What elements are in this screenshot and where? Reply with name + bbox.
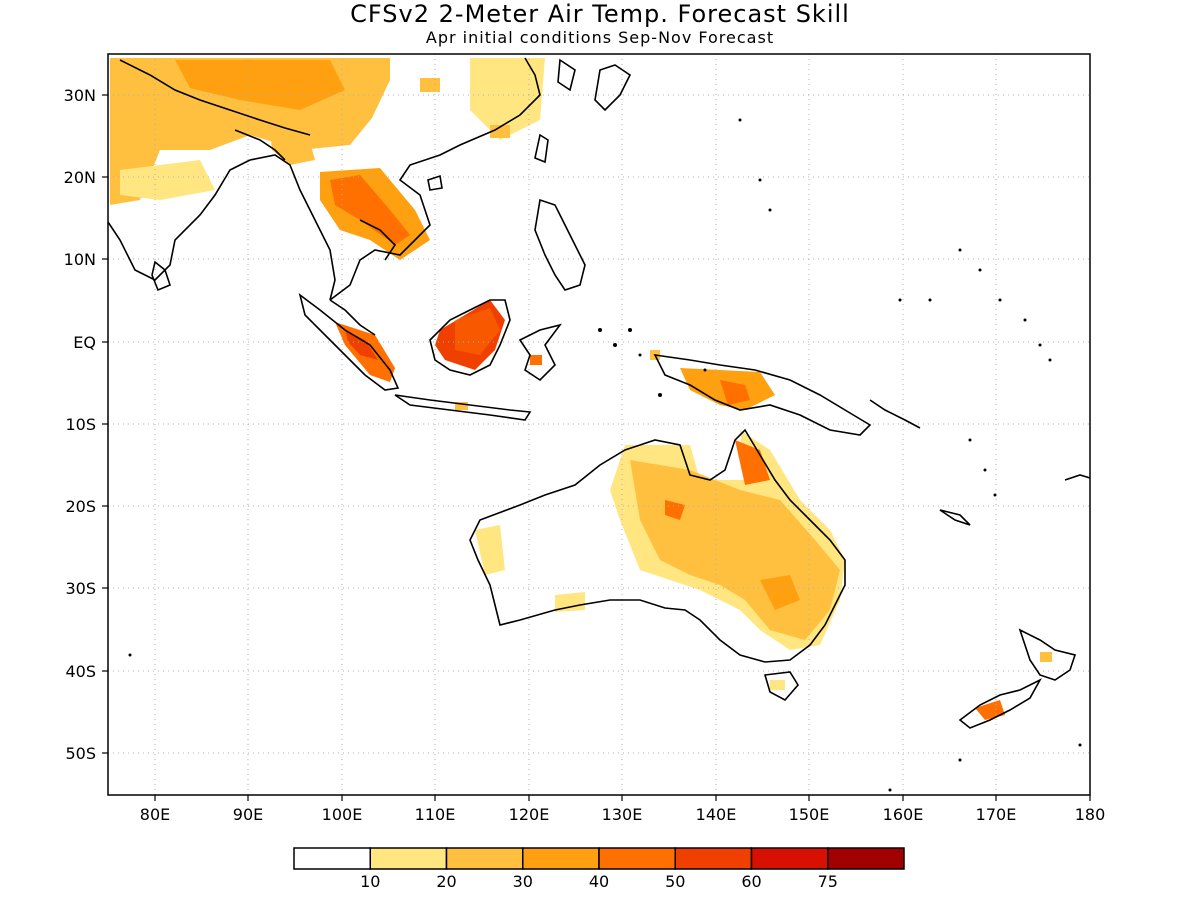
colorbar-swatch <box>293 847 371 870</box>
y-tick-label: 20S <box>65 497 96 516</box>
colorbar: 10 20 30 40 50 60 75 <box>293 847 905 891</box>
colorbar-label: 20 <box>436 872 456 891</box>
colorbar-swatch <box>522 847 600 870</box>
colorbar-label: 10 <box>360 872 380 891</box>
x-tick-label: 80E <box>140 805 170 824</box>
colorbar-swatch <box>674 847 753 870</box>
colorbar-swatch <box>598 847 676 870</box>
x-tick-label: 150E <box>789 805 830 824</box>
x-tick-label: 100E <box>322 805 363 824</box>
y-tick-label: 30S <box>65 579 96 598</box>
x-tick-label: 170E <box>976 805 1017 824</box>
y-tick-label: EQ <box>73 333 96 352</box>
chart-title: CFSv2 2-Meter Air Temp. Forecast Skill <box>350 0 850 28</box>
tick-marks <box>102 94 1091 801</box>
colorbar-swatch <box>750 847 829 870</box>
chart-subtitle: Apr initial conditions Sep-Nov Forecast <box>425 28 775 47</box>
y-axis-labels: 30N 20N 10N EQ 10S 20S 30S 40S 50S <box>64 86 96 763</box>
x-tick-label: 160E <box>883 805 924 824</box>
colorbar-label: 50 <box>665 872 685 891</box>
colorbar-swatch <box>445 847 524 870</box>
y-tick-label: 30N <box>64 86 96 105</box>
y-tick-label: 40S <box>65 662 96 681</box>
colorbar-label: 60 <box>741 872 761 891</box>
colorbar-swatch <box>369 847 448 870</box>
x-tick-label: 130E <box>602 805 643 824</box>
x-axis-labels: 80E 90E 100E 110E 120E 130E 140E 150E 16… <box>140 805 1106 824</box>
colorbar-label: 30 <box>513 872 533 891</box>
y-tick-label: 20N <box>64 168 96 187</box>
colorbar-label: 40 <box>589 872 609 891</box>
y-tick-label: 10N <box>64 250 96 269</box>
coastlines <box>108 57 1090 729</box>
x-tick-label: 90E <box>233 805 263 824</box>
x-tick-label: 120E <box>509 805 550 824</box>
skill-shading <box>110 58 1052 720</box>
y-tick-label: 50S <box>65 744 96 763</box>
x-tick-label: 180 <box>1075 805 1106 824</box>
grid-lines <box>108 54 1090 795</box>
colorbar-label: 75 <box>818 872 838 891</box>
x-tick-label: 140E <box>696 805 737 824</box>
island-dots <box>128 118 1082 792</box>
x-tick-label: 110E <box>415 805 456 824</box>
y-tick-label: 10S <box>65 415 96 434</box>
colorbar-swatch <box>827 847 905 870</box>
